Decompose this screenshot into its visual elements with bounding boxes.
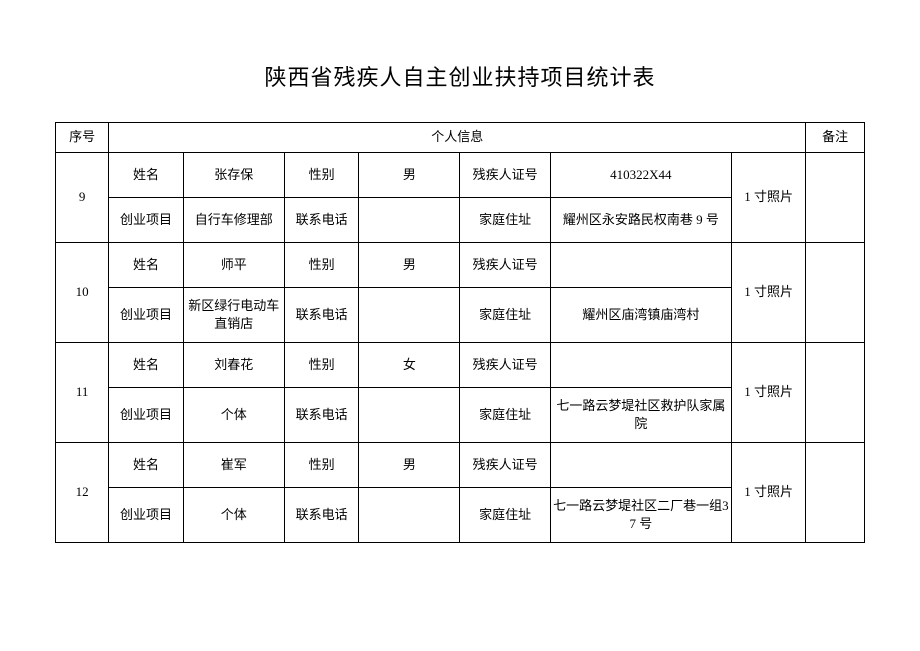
- label-cert: 残疾人证号: [460, 153, 550, 198]
- cell-cert: 410322X44: [550, 153, 731, 198]
- cell-gender: 男: [359, 243, 460, 288]
- cell-seq: 9: [56, 153, 109, 243]
- label-gender: 性别: [284, 443, 359, 488]
- table-row: 9 姓名 张存保 性别 男 残疾人证号 410322X44 1 寸照片: [56, 153, 865, 198]
- header-remark: 备注: [806, 123, 865, 153]
- page-title: 陕西省残疾人自主创业扶持项目统计表: [55, 60, 865, 92]
- label-cert: 残疾人证号: [460, 443, 550, 488]
- cell-gender: 男: [359, 153, 460, 198]
- label-project: 创业项目: [109, 388, 184, 443]
- cell-name: 师平: [183, 243, 284, 288]
- label-gender: 性别: [284, 243, 359, 288]
- cell-seq: 11: [56, 343, 109, 443]
- cell-cert: [550, 443, 731, 488]
- label-project: 创业项目: [109, 198, 184, 243]
- cell-seq: 12: [56, 443, 109, 543]
- table-row: 10 姓名 师平 性别 男 残疾人证号 1 寸照片: [56, 243, 865, 288]
- cell-phone: [359, 388, 460, 443]
- label-phone: 联系电话: [284, 488, 359, 543]
- cell-photo: 1 寸照片: [731, 243, 806, 343]
- cell-project: 个体: [183, 488, 284, 543]
- label-gender: 性别: [284, 343, 359, 388]
- label-cert: 残疾人证号: [460, 243, 550, 288]
- label-project: 创业项目: [109, 288, 184, 343]
- label-cert: 残疾人证号: [460, 343, 550, 388]
- data-table: 序号 个人信息 备注 9 姓名 张存保 性别 男 残疾人证号 410322X44…: [55, 122, 865, 543]
- label-name: 姓名: [109, 243, 184, 288]
- cell-phone: [359, 198, 460, 243]
- label-gender: 性别: [284, 153, 359, 198]
- cell-remark: [806, 443, 865, 543]
- cell-remark: [806, 243, 865, 343]
- cell-remark: [806, 153, 865, 243]
- label-name: 姓名: [109, 443, 184, 488]
- cell-address: 七一路云梦堤社区二厂巷一组37 号: [550, 488, 731, 543]
- cell-project: 个体: [183, 388, 284, 443]
- cell-remark: [806, 343, 865, 443]
- header-info: 个人信息: [109, 123, 806, 153]
- cell-cert: [550, 243, 731, 288]
- label-address: 家庭住址: [460, 388, 550, 443]
- label-address: 家庭住址: [460, 488, 550, 543]
- table-header-row: 序号 个人信息 备注: [56, 123, 865, 153]
- cell-name: 张存保: [183, 153, 284, 198]
- label-address: 家庭住址: [460, 288, 550, 343]
- cell-project: 新区绿行电动车直销店: [183, 288, 284, 343]
- cell-project: 自行车修理部: [183, 198, 284, 243]
- cell-cert: [550, 343, 731, 388]
- label-address: 家庭住址: [460, 198, 550, 243]
- label-name: 姓名: [109, 343, 184, 388]
- cell-phone: [359, 488, 460, 543]
- table-row: 11 姓名 刘春花 性别 女 残疾人证号 1 寸照片: [56, 343, 865, 388]
- label-project: 创业项目: [109, 488, 184, 543]
- cell-seq: 10: [56, 243, 109, 343]
- cell-gender: 男: [359, 443, 460, 488]
- cell-address: 耀州区庙湾镇庙湾村: [550, 288, 731, 343]
- label-phone: 联系电话: [284, 198, 359, 243]
- cell-address: 耀州区永安路民权南巷 9 号: [550, 198, 731, 243]
- header-seq: 序号: [56, 123, 109, 153]
- label-phone: 联系电话: [284, 388, 359, 443]
- cell-photo: 1 寸照片: [731, 343, 806, 443]
- cell-photo: 1 寸照片: [731, 443, 806, 543]
- cell-address: 七一路云梦堤社区救护队家属院: [550, 388, 731, 443]
- cell-photo: 1 寸照片: [731, 153, 806, 243]
- label-name: 姓名: [109, 153, 184, 198]
- cell-gender: 女: [359, 343, 460, 388]
- table-row: 12 姓名 崔军 性别 男 残疾人证号 1 寸照片: [56, 443, 865, 488]
- cell-name: 刘春花: [183, 343, 284, 388]
- label-phone: 联系电话: [284, 288, 359, 343]
- cell-phone: [359, 288, 460, 343]
- cell-name: 崔军: [183, 443, 284, 488]
